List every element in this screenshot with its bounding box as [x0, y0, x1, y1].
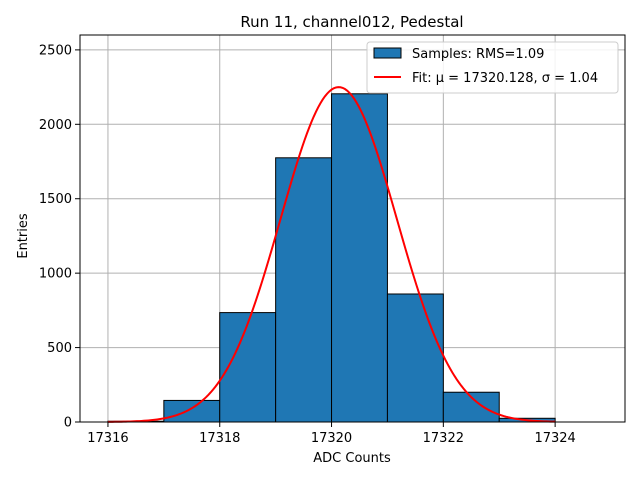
histogram-bar	[331, 93, 388, 423]
x-tick-label: 17320	[311, 431, 352, 446]
y-tick-label: 1500	[39, 192, 72, 207]
y-tick-label: 2000	[39, 118, 72, 133]
x-tick-label: 17316	[87, 431, 128, 446]
y-axis: 0 500 1000 1500 2000 2500	[39, 43, 80, 431]
chart-title: Run 11, channel012, Pedestal	[240, 13, 463, 31]
x-axis-label: ADC Counts	[313, 451, 391, 466]
x-tick-label: 17322	[423, 431, 464, 446]
y-tick-label: 1000	[39, 267, 72, 282]
x-axis: 17316 17318 17320 17322 17324	[87, 422, 576, 446]
x-tick-label: 17318	[199, 431, 240, 446]
histogram-bar	[275, 157, 333, 423]
histogram-bar	[386, 293, 444, 423]
legend-box	[366, 41, 619, 94]
y-tick-label: 500	[47, 341, 72, 356]
legend-label-fit: Fit: μ = 17320.128, σ = 1.04	[412, 71, 598, 86]
fit-curve	[107, 86, 556, 423]
plot-frame	[79, 34, 626, 423]
x-tick-label: 17324	[534, 431, 575, 446]
y-tick-label: 0	[64, 416, 72, 431]
histogram-bar	[163, 399, 221, 423]
legend: Samples: RMS=1.09 Fit: μ = 17320.128, σ …	[366, 41, 619, 94]
y-tick-label: 2500	[39, 43, 72, 58]
legend-label-samples: Samples: RMS=1.09	[412, 47, 544, 62]
y-axis-label: Entries	[16, 213, 31, 259]
legend-swatch-samples	[373, 47, 402, 59]
